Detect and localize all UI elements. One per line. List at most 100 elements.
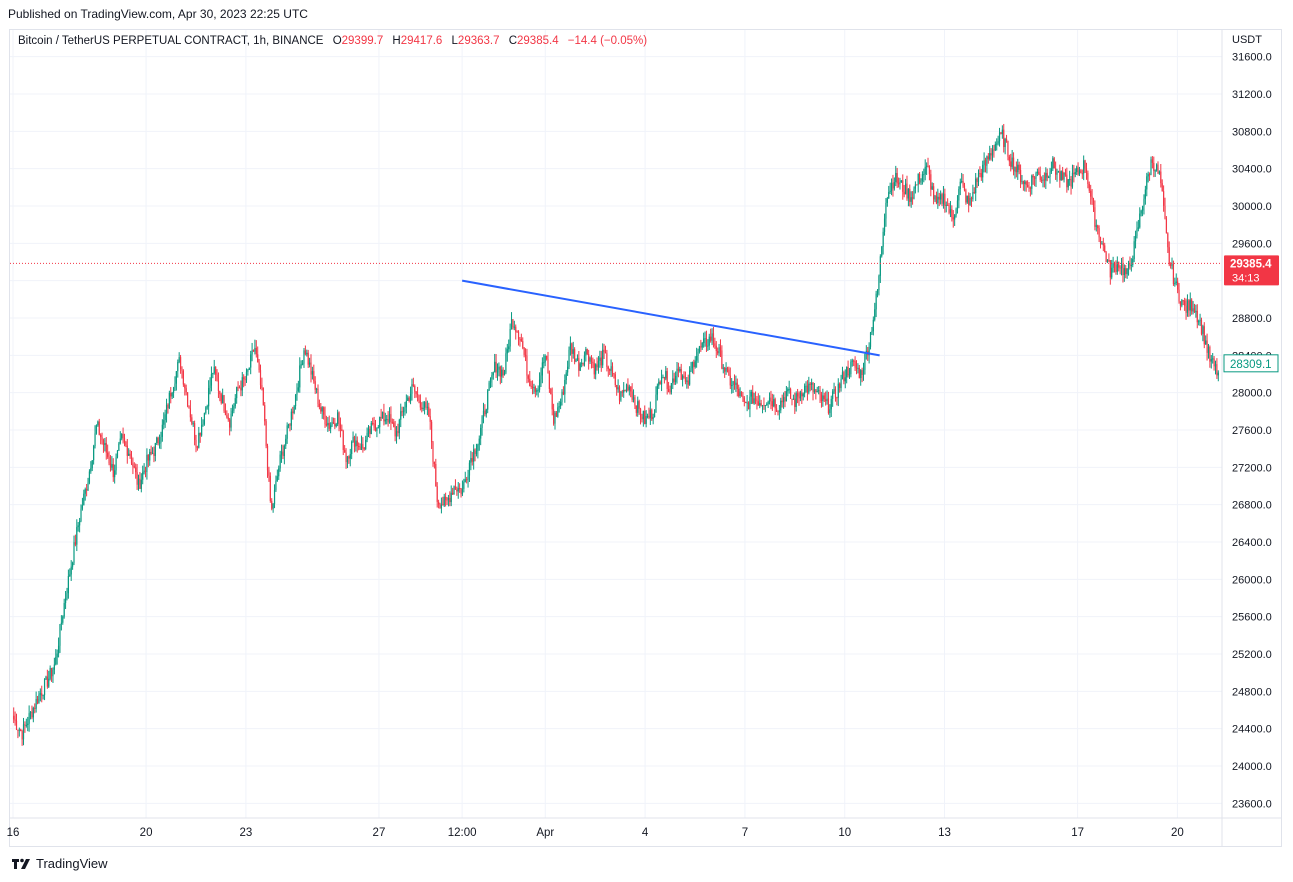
candle-body — [832, 391, 834, 399]
candle-body — [195, 439, 197, 447]
candle-body — [983, 160, 985, 165]
candle-body — [586, 349, 588, 355]
candle-body — [453, 486, 455, 495]
candle-body — [673, 378, 675, 382]
candle-body — [819, 390, 821, 395]
candle-body — [764, 405, 766, 407]
candle-body — [1111, 267, 1113, 278]
candle-body — [418, 394, 420, 401]
candle-body — [157, 437, 159, 444]
candle-body — [56, 653, 58, 658]
candle-body — [471, 458, 473, 462]
candle-body — [494, 361, 496, 373]
candle-body — [297, 387, 299, 391]
candle-body — [1195, 310, 1197, 313]
candle-body — [921, 174, 924, 181]
candle-body — [666, 371, 668, 389]
candle-body — [1035, 172, 1037, 179]
candle-body — [278, 468, 280, 477]
candle-body — [1077, 167, 1079, 175]
candle-body — [140, 479, 142, 489]
candle-body — [843, 372, 845, 382]
candle-body — [969, 198, 971, 205]
candle-body — [503, 372, 506, 376]
candle-body — [45, 676, 47, 680]
candle-body — [1150, 159, 1152, 175]
candle-body — [935, 195, 938, 204]
candle-body — [861, 370, 863, 376]
candle-body — [963, 185, 966, 191]
candle-body — [1011, 157, 1013, 167]
candle-body — [780, 400, 782, 411]
candle-body — [648, 415, 650, 418]
candle-body — [1199, 319, 1201, 322]
candle-body — [289, 424, 291, 426]
candle-body — [457, 488, 459, 492]
candle-body — [118, 443, 120, 451]
candle-body — [984, 160, 987, 166]
candle-body — [642, 411, 644, 420]
candle-body — [130, 455, 133, 464]
candle-body — [560, 401, 562, 407]
candle-body — [404, 407, 406, 412]
tradingview-brand[interactable]: TradingView — [12, 856, 108, 871]
candle-body — [201, 425, 203, 436]
candle-body — [965, 190, 967, 203]
candle-body — [1000, 132, 1002, 135]
candle-body — [15, 720, 18, 730]
chart-frame — [9, 29, 1282, 847]
candle-body — [323, 407, 325, 415]
candle-body — [41, 693, 43, 696]
candle-body — [733, 381, 736, 385]
candle-body — [820, 394, 823, 402]
candle-body — [1168, 247, 1170, 265]
candle-body — [174, 383, 176, 388]
candle-body — [80, 508, 82, 522]
candle-body — [538, 379, 541, 390]
candle-body — [244, 379, 246, 381]
candle-body — [1217, 372, 1219, 376]
candle-body — [158, 442, 161, 444]
candle-body — [600, 357, 602, 366]
candle-body — [429, 416, 431, 422]
candle-body — [1008, 156, 1010, 162]
candle-body — [208, 388, 210, 407]
candle-body — [885, 202, 887, 219]
candle-body — [31, 711, 33, 718]
candle-body — [1143, 198, 1145, 207]
candle-body — [1067, 179, 1069, 188]
candle-body — [1158, 171, 1161, 174]
current-price-label-bg — [1224, 255, 1279, 286]
candle-body — [554, 412, 556, 424]
candle-body — [1099, 237, 1102, 244]
candle-body — [341, 429, 343, 431]
candle-body — [750, 391, 752, 397]
candle-body — [1101, 243, 1103, 245]
candle-body — [759, 403, 761, 406]
candle-body — [610, 366, 612, 371]
candle-body — [506, 349, 508, 354]
candle-body — [273, 489, 276, 504]
candle-body — [682, 375, 684, 380]
candle-body — [721, 350, 723, 369]
candle-body — [582, 362, 584, 365]
candle-body — [262, 387, 264, 406]
candle-body — [496, 369, 499, 373]
candle-body — [42, 695, 44, 697]
candle-body — [836, 397, 838, 399]
candle-body — [548, 373, 550, 389]
price-tick-label: 30000.0 — [1232, 201, 1272, 213]
candle-body — [55, 657, 57, 665]
candle-body — [163, 420, 165, 425]
candle-body — [24, 724, 26, 726]
candle-body — [128, 453, 130, 456]
candle-body — [28, 713, 30, 724]
candle-body — [245, 371, 248, 381]
candle-body — [924, 166, 926, 175]
candle-body — [1116, 261, 1118, 273]
candle-body — [808, 383, 810, 393]
candle-body — [1146, 176, 1148, 190]
candle-body — [1202, 326, 1204, 334]
candle-body — [914, 184, 916, 189]
